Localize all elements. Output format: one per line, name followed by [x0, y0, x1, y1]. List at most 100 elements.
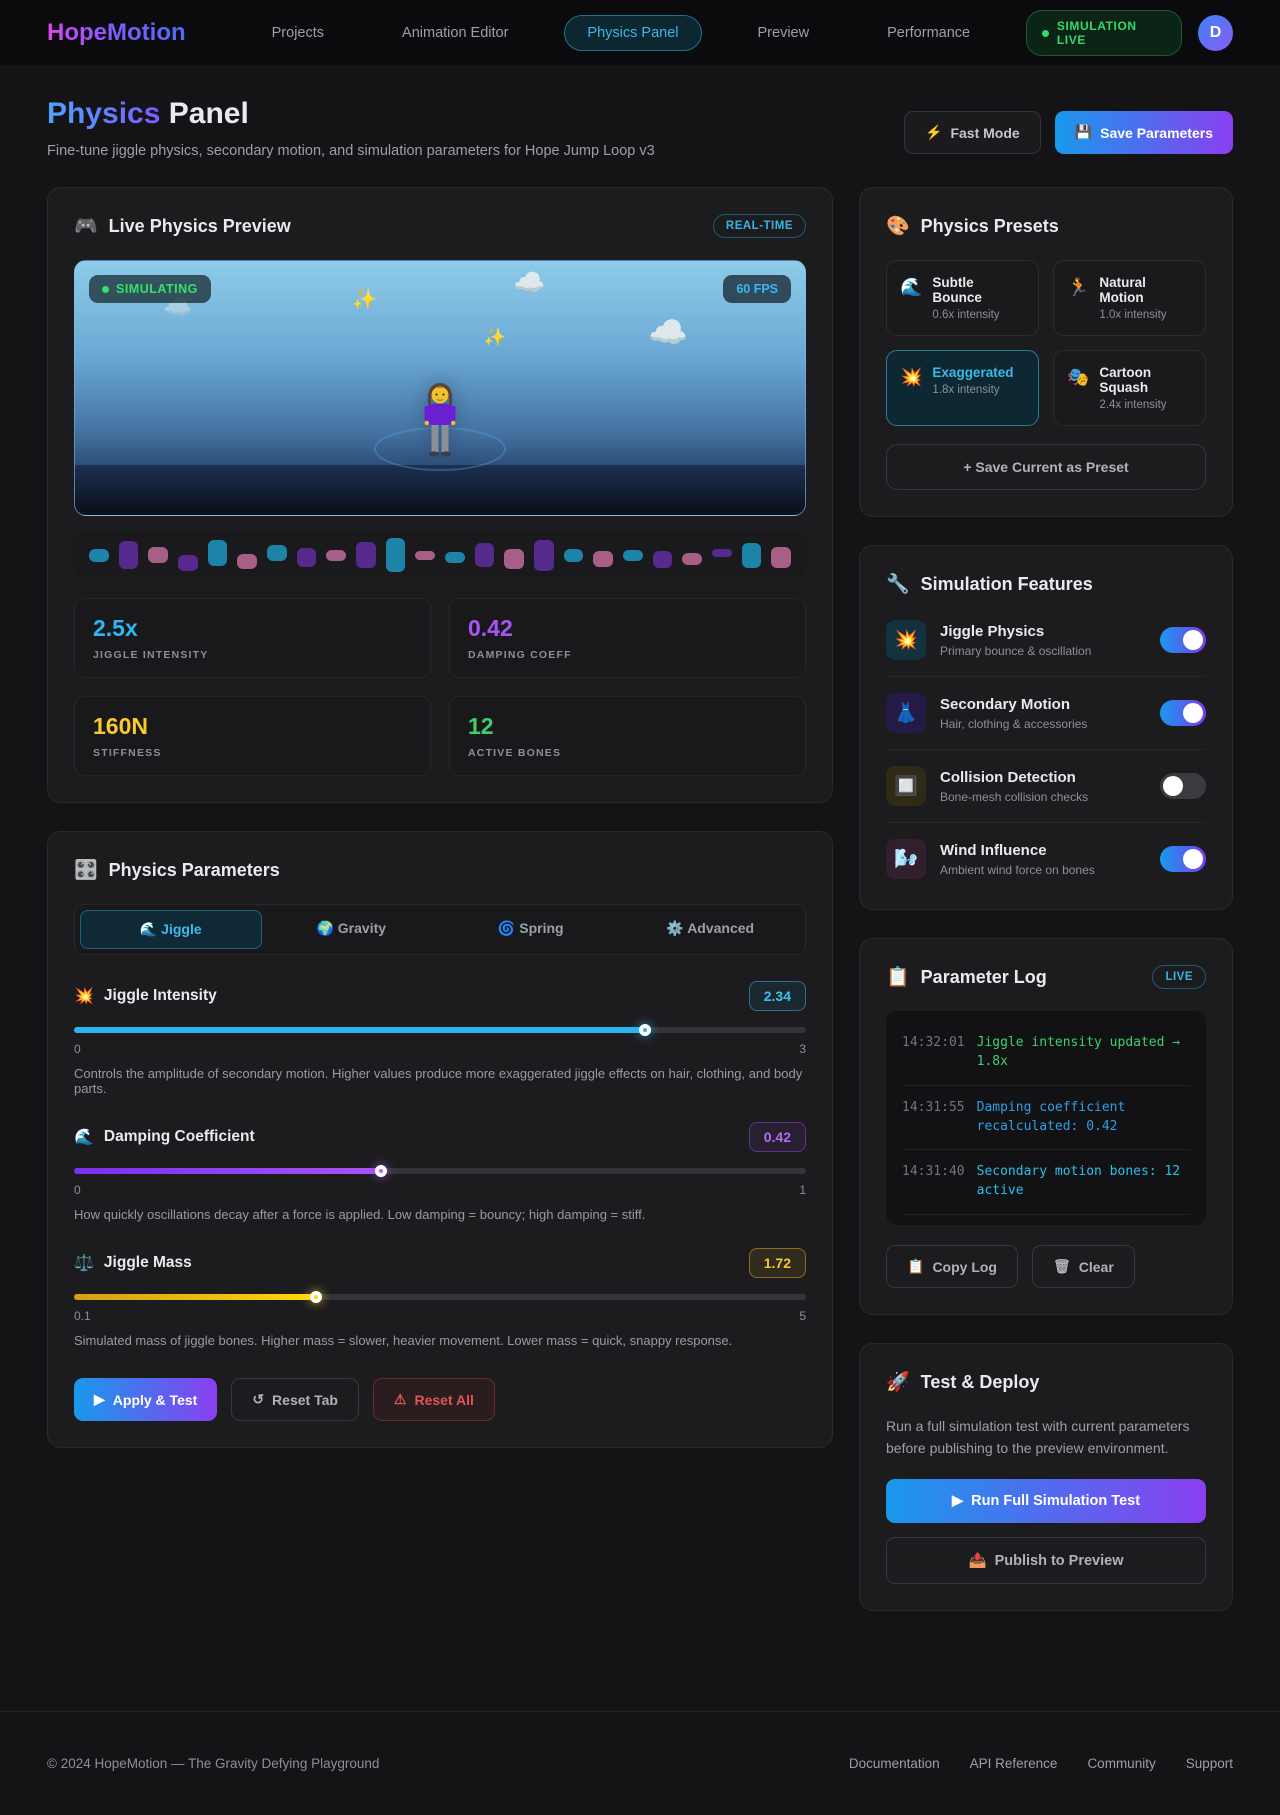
deploy-card-title: Test & Deploy — [920, 1371, 1040, 1392]
stat-label: DAMPING COEFF — [468, 649, 572, 661]
footer-link-community[interactable]: Community — [1087, 1756, 1156, 1772]
slider-knob[interactable] — [638, 1024, 651, 1036]
slider-knob[interactable] — [375, 1165, 388, 1177]
nav-item-preview[interactable]: Preview — [757, 25, 810, 41]
copy-log-button[interactable]: 📋 Copy Log — [886, 1245, 1018, 1289]
slider-track[interactable] — [74, 1291, 806, 1303]
cyclone-icon: 🌀 — [497, 920, 516, 936]
waveform-bar — [237, 553, 258, 569]
preset-exaggerated[interactable]: 💥 Exaggerated 1.8x intensity — [886, 350, 1039, 426]
tab-jiggle[interactable]: 🌊 Jiggle — [80, 910, 262, 949]
collision-detection-toggle[interactable] — [1160, 773, 1206, 799]
jiggle-physics-toggle[interactable] — [1160, 627, 1206, 653]
rocket-icon: 🚀 — [886, 1372, 910, 1394]
page-footer: © 2024 HopeMotion — The Gravity Defying … — [0, 1711, 1280, 1815]
globe-icon: 🌍 — [316, 920, 334, 936]
wind-face-icon: 🌬️ — [886, 839, 926, 879]
physics-presets-card: 🎨 Physics Presets 🌊 Subtle Bounce 0.6x i… — [859, 187, 1233, 517]
sparkle-icon: ✨ — [352, 289, 378, 311]
stat-label: ACTIVE BONES — [468, 747, 562, 759]
live-dot-icon — [1042, 29, 1049, 37]
reset-all-button[interactable]: ⚠ Reset All — [372, 1378, 495, 1421]
waveform-bar — [415, 550, 436, 560]
feature-secondary-motion: 👗 Secondary Motion Hair, clothing & acce… — [886, 677, 1206, 750]
slider-min: 0.1 — [74, 1309, 91, 1323]
waveform-bar — [148, 547, 169, 563]
tab-advanced[interactable]: ⚙️ Advanced — [666, 920, 755, 936]
simulating-badge: SIMULATING — [89, 275, 211, 303]
simulation-live-label: SIMULATION LIVE — [1056, 19, 1137, 47]
wave-icon: 🌊 — [139, 921, 158, 937]
clear-log-button[interactable]: 🗑 Clear — [1031, 1245, 1135, 1289]
toggle-knob — [1163, 776, 1183, 796]
simulating-dot-icon — [102, 285, 109, 293]
waveform-bar — [741, 542, 762, 568]
log-message: Jiggle intensity updated → 1.8x — [976, 1035, 1181, 1069]
waveform-bar — [563, 548, 584, 562]
outbox-tray-icon: 📤 — [968, 1553, 987, 1570]
lightning-icon: ⚡ — [925, 124, 943, 140]
parameter-log-card: 📋 Parameter Log LIVE 14:32:01 Jiggle int… — [859, 938, 1233, 1316]
cloud-icon: ☁️ — [513, 267, 546, 297]
simulation-live-badge: SIMULATION LIVE — [1026, 10, 1183, 56]
page-header: Physics Panel Fine-tune jiggle physics, … — [47, 97, 1233, 159]
waveform-bar — [296, 547, 317, 567]
nav-item-projects[interactable]: Projects — [271, 25, 325, 41]
footer-link-api-reference[interactable]: API Reference — [969, 1756, 1058, 1772]
slider-fill — [74, 1294, 316, 1300]
parameter-tabs: 🌊 Jiggle 🌍 Gravity 🌀 Spring ⚙️ Advanced — [74, 904, 806, 955]
presets-card-title: Physics Presets — [920, 215, 1059, 236]
sparkle-icon: ✨ — [483, 327, 507, 347]
slider-knob[interactable] — [309, 1291, 322, 1303]
waveform-bar — [267, 545, 287, 561]
waveform-bar — [445, 551, 465, 563]
clipboard-icon: 📋 — [907, 1258, 925, 1275]
user-avatar[interactable]: D — [1198, 15, 1233, 51]
slider-max: 5 — [799, 1309, 806, 1323]
stat-label: JIGGLE INTENSITY — [93, 649, 209, 661]
nav-item-physics-panel[interactable]: Physics Panel — [564, 15, 702, 51]
waveform-bar — [593, 551, 614, 567]
save-parameters-button[interactable]: 💾 Save Parameters — [1054, 111, 1233, 154]
deploy-description: Run a full simulation test with current … — [886, 1418, 1190, 1456]
slider-description: How quickly oscillations decay after a f… — [74, 1207, 646, 1222]
physics-parameters-card: 🎛️ Physics Parameters 🌊 Jiggle 🌍 Gravity… — [47, 831, 833, 1448]
tab-spring[interactable]: 🌀 Spring — [497, 920, 564, 936]
preset-subtle-bounce[interactable]: 🌊 Subtle Bounce 0.6x intensity — [886, 260, 1039, 336]
test-and-deploy-card: 🚀 Test & Deploy Run a full simulation te… — [859, 1343, 1233, 1612]
save-current-as-preset-button[interactable]: + Save Current as Preset — [886, 444, 1206, 490]
palette-icon: 🎨 — [886, 216, 910, 237]
page-subtitle: Fine-tune jiggle physics, secondary moti… — [47, 143, 655, 159]
cloud-icon: ☁️ — [648, 314, 689, 350]
tab-gravity[interactable]: 🌍 Gravity — [316, 920, 387, 936]
slider-track[interactable] — [74, 1165, 806, 1177]
fast-mode-button[interactable]: ⚡ Fast Mode — [904, 111, 1041, 154]
simulation-viewport[interactable]: ☁️ ☁️ ☁️ ✨ ✨ — [74, 260, 806, 516]
footer-link-support[interactable]: Support — [1185, 1756, 1233, 1772]
slider-description: Simulated mass of jiggle bones. Higher m… — [74, 1333, 733, 1348]
footer-link-documentation[interactable]: Documentation — [848, 1756, 940, 1772]
toggle-knob — [1183, 703, 1203, 723]
reset-tab-button[interactable]: ↺ Reset Tab — [231, 1378, 359, 1421]
preset-cartoon-squash[interactable]: 🎭 Cartoon Squash 2.4x intensity — [1053, 350, 1206, 426]
waveform-bar — [712, 549, 732, 557]
log-entry: 14:31:55 Damping coefficient recalculate… — [902, 1086, 1190, 1151]
waveform-bar — [385, 538, 406, 572]
run-full-simulation-test-button[interactable]: ▶ Run Full Simulation Test — [886, 1479, 1206, 1524]
wave-icon: 🌊 — [900, 277, 923, 297]
slider-value-badge: 1.72 — [748, 1248, 806, 1278]
play-icon: ▶ — [951, 1493, 964, 1510]
nav-item-animation-editor[interactable]: Animation Editor — [402, 25, 509, 41]
waveform-bar — [474, 543, 495, 567]
publish-to-preview-button[interactable]: 📤 Publish to Preview — [886, 1537, 1206, 1585]
apply-and-test-button[interactable]: ▶ Apply & Test — [74, 1378, 218, 1421]
dress-icon: 👗 — [886, 693, 926, 733]
floppy-disk-icon: 💾 — [1074, 124, 1093, 140]
wind-influence-toggle[interactable] — [1160, 846, 1206, 872]
slider-track[interactable] — [74, 1024, 806, 1036]
feature-jiggle-physics: 💥 Jiggle Physics Primary bounce & oscill… — [886, 604, 1206, 677]
preset-natural-motion[interactable]: 🏃 Natural Motion 1.0x intensity — [1053, 260, 1206, 336]
features-card-title: Simulation Features — [920, 573, 1093, 594]
secondary-motion-toggle[interactable] — [1160, 700, 1206, 726]
nav-item-performance[interactable]: Performance — [887, 25, 971, 41]
